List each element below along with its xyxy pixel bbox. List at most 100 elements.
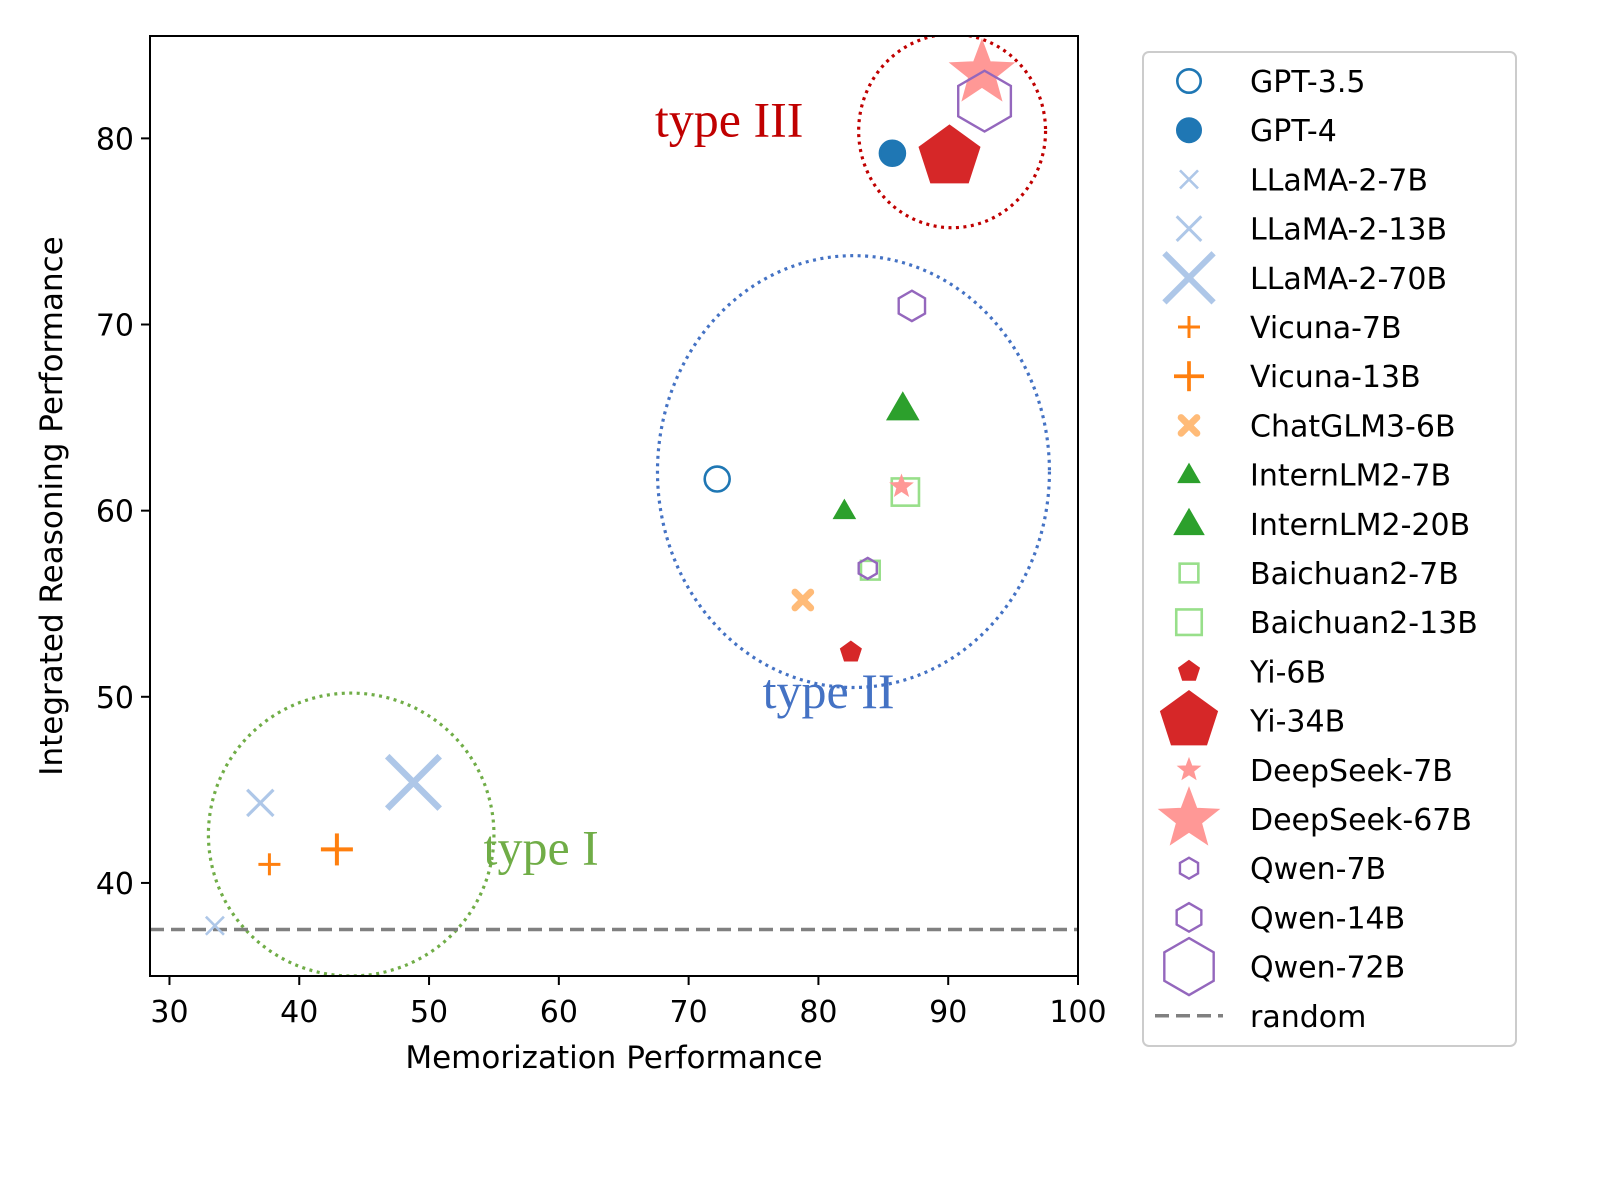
legend-label: Baichuan2-13B	[1250, 606, 1478, 641]
y-tick-label: 80	[96, 122, 134, 157]
legend-item: GPT-4	[1176, 114, 1337, 149]
legend-label: GPT-4	[1250, 114, 1337, 149]
data-point	[839, 640, 862, 662]
legend-marker	[1178, 856, 1200, 881]
data-point	[258, 853, 281, 876]
legend-label: Qwen-14B	[1250, 901, 1405, 936]
legend-item: GPT-3.5	[1176, 65, 1365, 100]
group-annotations	[206, 36, 1052, 976]
legend-label: Vicuna-13B	[1250, 360, 1421, 395]
legend: GPT-3.5 GPT-4 LLaMA-2-7B LLaMA-2-13B LLaMA-2…	[1142, 51, 1517, 1047]
legend-item: LLaMA-2-13B	[1175, 213, 1447, 248]
x-axis: 30 40 50 60 70 80 90 100	[150, 976, 1107, 1030]
legend-marker	[1175, 901, 1203, 934]
x-tick-label: 70	[670, 995, 708, 1030]
data-point	[246, 788, 275, 818]
legend-item: Qwen-7B	[1178, 852, 1386, 887]
y-tick-label: 70	[96, 309, 134, 344]
legend-marker	[1175, 215, 1203, 242]
data-point	[857, 556, 878, 581]
data-point	[204, 915, 225, 936]
legend-label: InternLM2-20B	[1250, 508, 1470, 543]
data-point	[889, 473, 914, 497]
legend-label: GPT-3.5	[1250, 65, 1365, 100]
legend-label: InternLM2-7B	[1250, 459, 1451, 494]
legend-item: Yi-34B	[1159, 689, 1345, 746]
legend-item: InternLM2-20B	[1173, 507, 1470, 543]
x-axis-label: Memorization Performance	[405, 1040, 822, 1076]
y-tick-label: 60	[96, 495, 134, 530]
legend-marker	[1159, 689, 1219, 746]
data-point	[918, 124, 981, 184]
legend-item: ChatGLM3-6B	[1177, 409, 1456, 444]
legend-marker	[1176, 117, 1203, 144]
legend-marker	[1162, 251, 1216, 305]
legend-marker	[1157, 786, 1221, 846]
legend-label: Vicuna-7B	[1250, 311, 1402, 346]
legend-label: Qwen-7B	[1250, 852, 1386, 887]
x-tick-label: 60	[540, 995, 578, 1030]
legend-label: Yi-34B	[1249, 705, 1345, 740]
legend-label: random	[1250, 1000, 1366, 1035]
data-point	[832, 498, 857, 520]
legend-marker	[1179, 169, 1199, 190]
data-point	[320, 833, 353, 866]
legend-marker	[1163, 936, 1215, 997]
legend-item: DeepSeek-7B	[1176, 754, 1453, 789]
group-ellipse	[206, 691, 496, 976]
legend-label: Yi-6B	[1249, 655, 1326, 690]
legend-label: DeepSeek-7B	[1250, 754, 1453, 789]
legend-marker	[1177, 462, 1201, 484]
legend-label: LLaMA-2-13B	[1250, 213, 1447, 248]
x-tick-label: 40	[280, 995, 318, 1030]
legend-item: LLaMA-2-7B	[1179, 163, 1428, 198]
legend-item: InternLM2-7B	[1177, 459, 1451, 494]
legend-label: Qwen-72B	[1250, 951, 1405, 986]
legend-marker	[1178, 316, 1200, 338]
legend-item: Baichuan2-13B	[1174, 606, 1478, 641]
data-points	[204, 38, 1016, 936]
legend-marker	[1173, 507, 1205, 536]
y-tick-label: 50	[96, 681, 134, 716]
group-label: type I	[484, 819, 599, 875]
x-tick-label: 80	[799, 995, 837, 1030]
legend-item: LLaMA-2-70B	[1162, 251, 1447, 305]
legend-label: LLaMA-2-7B	[1250, 163, 1428, 198]
data-point	[791, 588, 815, 612]
group-label: type II	[763, 663, 895, 719]
data-point	[948, 38, 1016, 102]
x-tick-label: 30	[150, 995, 188, 1030]
group-labels: type I type II type III	[484, 92, 895, 876]
data-point	[878, 139, 907, 168]
group-label: type III	[655, 92, 804, 148]
data-point	[859, 559, 881, 581]
legend-item: Qwen-14B	[1175, 901, 1405, 936]
legend-marker	[1177, 659, 1201, 681]
y-axis: 40 50 60 70 80	[96, 122, 150, 902]
x-tick-label: 100	[1049, 995, 1106, 1030]
x-tick-label: 50	[410, 995, 448, 1030]
group-ellipse	[655, 254, 1052, 690]
y-axis-label: Integrated Reasoning Performance	[34, 236, 70, 775]
legend-item: random	[1155, 1000, 1366, 1035]
legend-item: Qwen-72B	[1163, 936, 1405, 997]
legend-marker	[1176, 756, 1202, 781]
legend-item: Baichuan2-7B	[1178, 557, 1459, 592]
data-point	[890, 477, 921, 507]
legend-marker	[1176, 68, 1203, 95]
data-point	[885, 391, 920, 421]
y-tick-label: 40	[96, 867, 134, 902]
x-tick-label: 90	[929, 995, 967, 1030]
data-point	[384, 753, 442, 811]
group-ellipse	[857, 36, 1048, 230]
legend-frame	[1142, 51, 1517, 1047]
legend-label: LLaMA-2-70B	[1250, 262, 1447, 297]
legend-item: Vicuna-7B	[1178, 311, 1402, 346]
legend-item: Vicuna-13B	[1174, 360, 1421, 395]
legend-item: Yi-6B	[1177, 655, 1326, 690]
legend-label: DeepSeek-67B	[1250, 803, 1472, 838]
data-point	[897, 289, 927, 323]
legend-label: ChatGLM3-6B	[1250, 409, 1456, 444]
legend-marker	[1174, 361, 1204, 392]
